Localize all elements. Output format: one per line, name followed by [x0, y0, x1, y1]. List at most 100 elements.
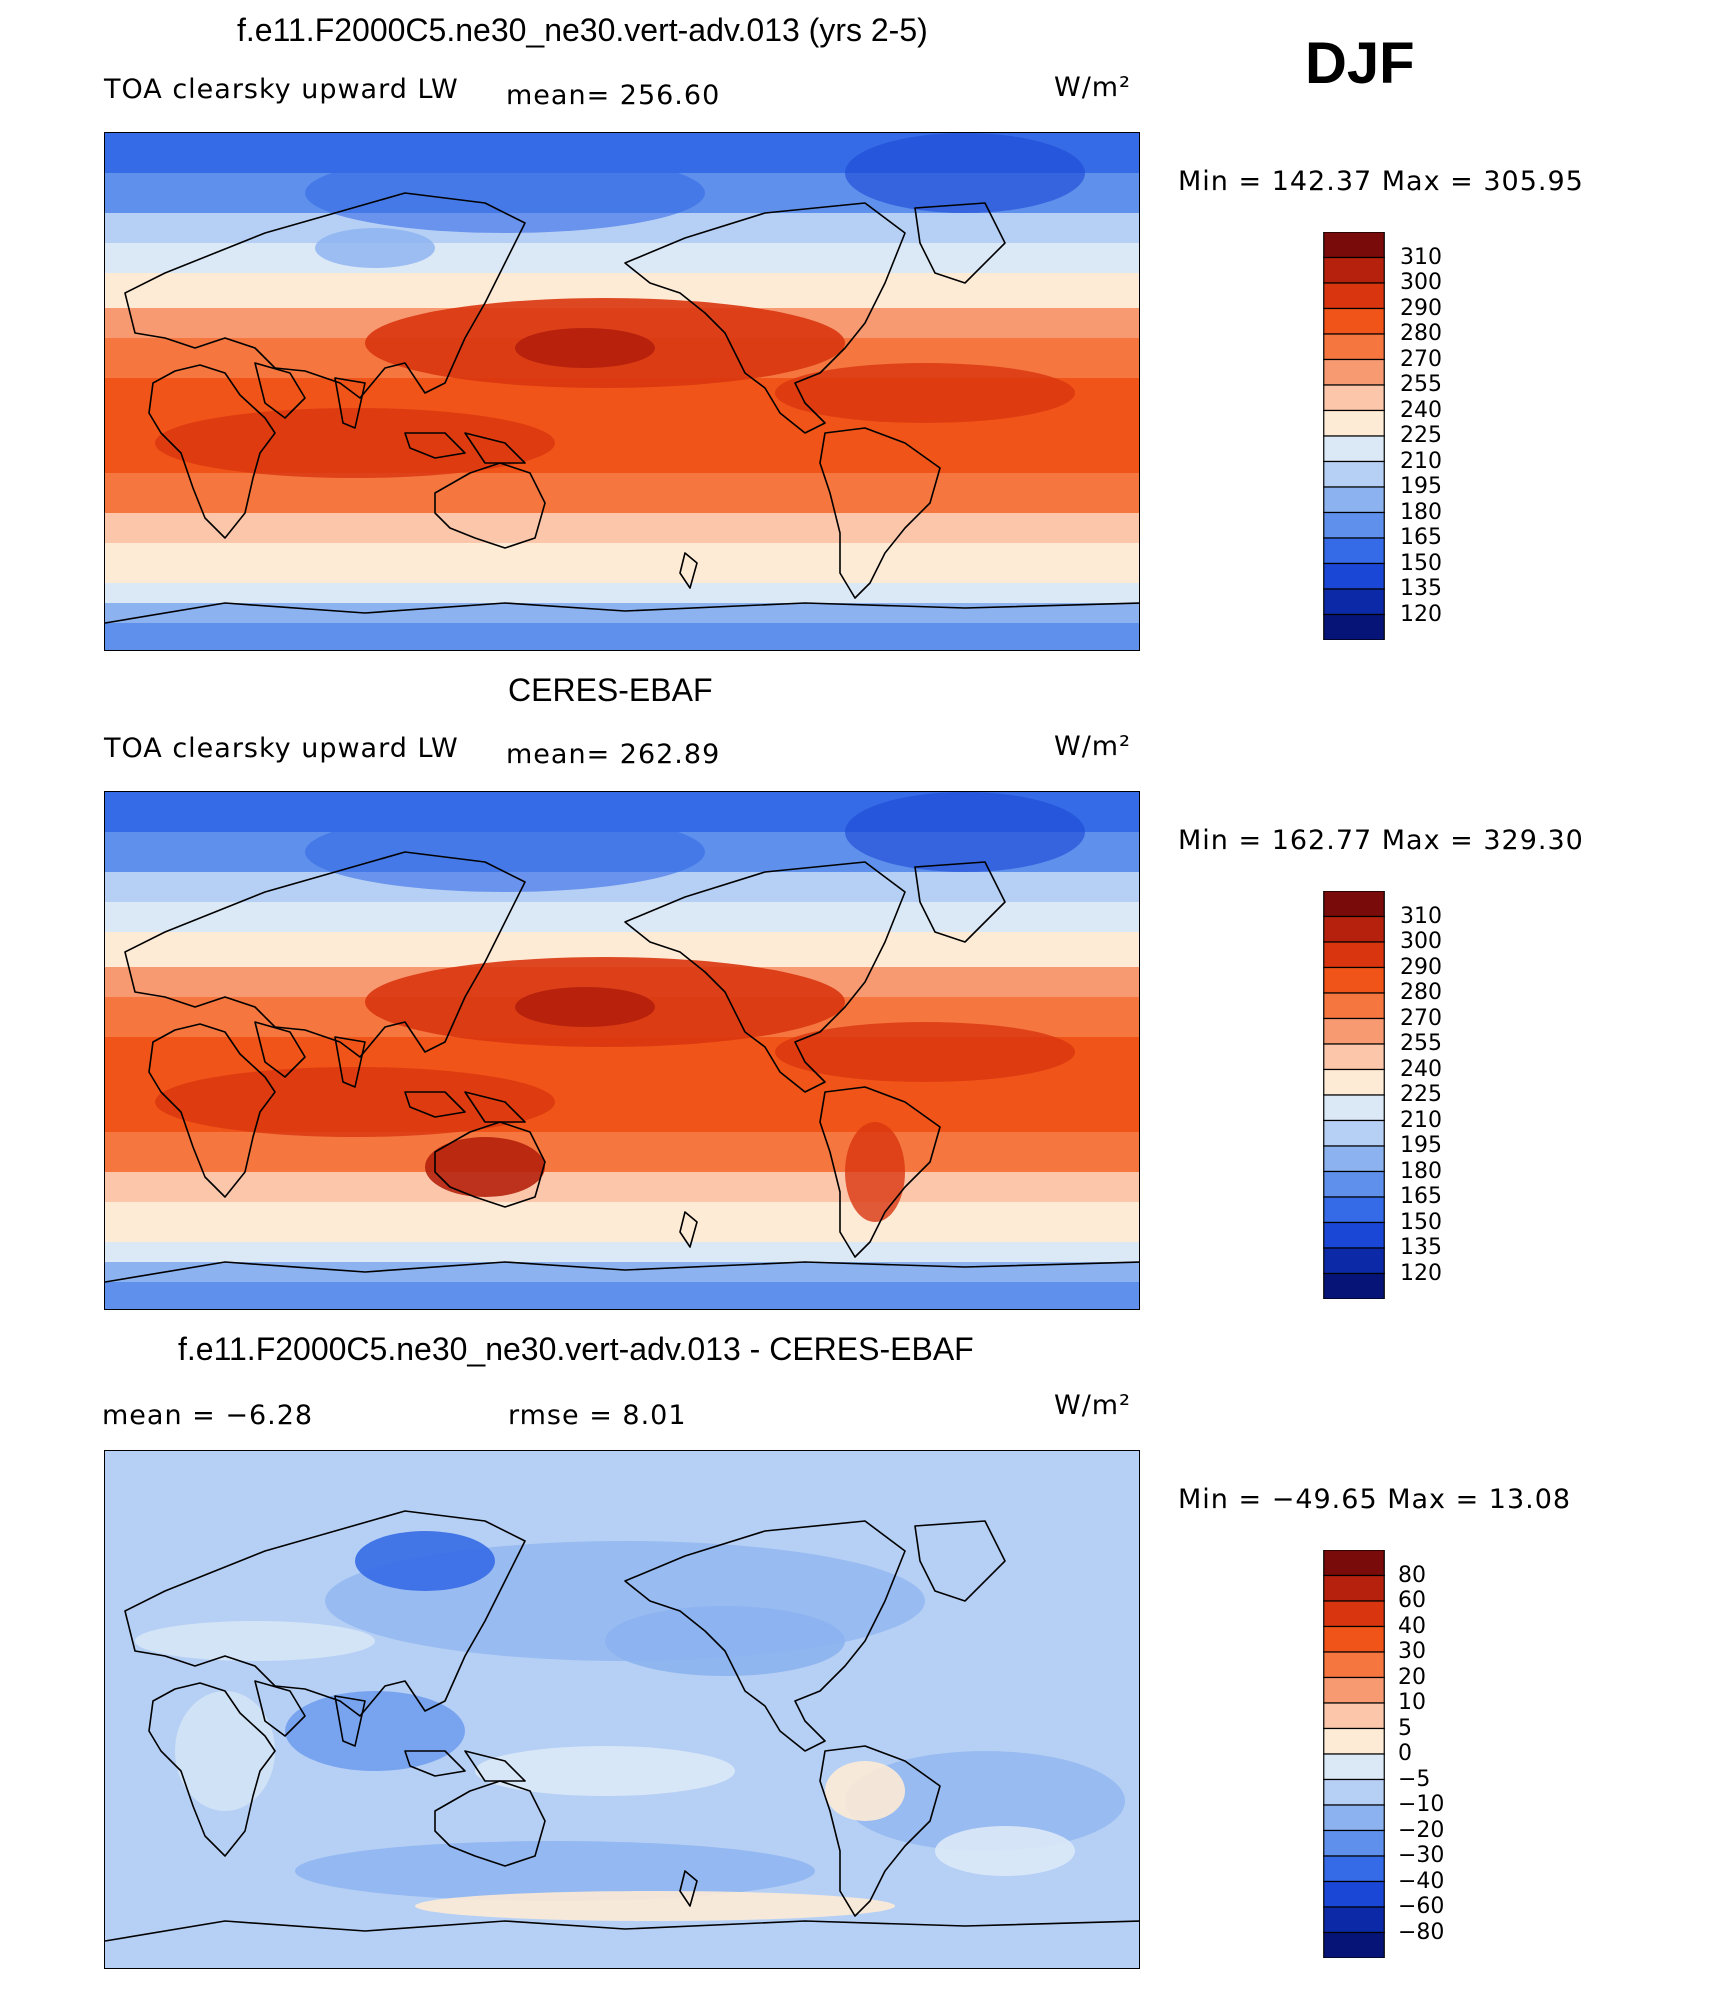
panel1-minmax: Min = 142.37 Max = 305.95	[1178, 166, 1584, 197]
colorbar-tick-label: 60	[1398, 1588, 1426, 1613]
colorbar-box	[1323, 1068, 1385, 1096]
colorbar-box	[1323, 1272, 1385, 1299]
panel3-title: f.e11.F2000C5.ne30_ne30.vert-adv.013 - C…	[178, 1331, 974, 1367]
colorbar-box	[1323, 1221, 1385, 1249]
colorbar-box	[1323, 1170, 1385, 1198]
panel2-variable: TOA clearsky upward LW	[104, 733, 459, 764]
panel1-mean: mean= 256.60	[506, 80, 721, 111]
colorbar-tick-label: 135	[1400, 1235, 1442, 1260]
coastline	[679, 1870, 698, 1907]
colorbar-box	[1323, 1017, 1385, 1045]
coastline	[148, 364, 276, 539]
colorbar-tick-label: 255	[1400, 372, 1442, 397]
coastline	[334, 1695, 366, 1747]
colorbar-box	[1323, 1196, 1385, 1224]
colorbar-tick-label: 290	[1400, 954, 1442, 980]
coastline	[914, 202, 1006, 284]
colorbar-tick-label: 120	[1400, 1260, 1442, 1286]
colorbar-box	[1323, 562, 1385, 590]
panel1-units: W/m²	[1054, 72, 1131, 103]
colorbar-box	[1323, 915, 1385, 943]
coastline	[148, 1023, 276, 1198]
colorbar-tick-label: 280	[1400, 980, 1442, 1005]
coastline	[914, 861, 1006, 943]
colorbar-tick-label: 195	[1400, 1133, 1442, 1158]
colorbar-tick-label: 300	[1400, 929, 1442, 954]
colorbar-box	[1323, 486, 1385, 514]
colorbar-tick-label: 150	[1400, 1209, 1442, 1235]
coastline	[434, 1780, 546, 1867]
colorbar-box	[1323, 333, 1385, 361]
colorbar-tick-label: 310	[1400, 244, 1442, 270]
colorbar-tick-label: 5	[1398, 1715, 1412, 1741]
colorbar-box	[1323, 1600, 1385, 1628]
colorbar-tick-label: 300	[1400, 270, 1442, 295]
colorbar-box	[1323, 891, 1385, 918]
colorbar-tick-label: 120	[1400, 601, 1442, 627]
coastline	[124, 192, 526, 399]
coastline	[624, 1520, 906, 1752]
colorbar-box	[1323, 1727, 1385, 1755]
colorbar-box	[1323, 992, 1385, 1020]
colorbar-tick-label: 270	[1400, 1005, 1442, 1031]
colorbar-tick-label: 270	[1400, 346, 1442, 372]
coastline	[254, 362, 306, 419]
colorbar-box	[1323, 1906, 1385, 1934]
colorbar-tick-label: −10	[1398, 1792, 1445, 1817]
colorbar-tick-label: −30	[1398, 1843, 1445, 1868]
colorbar-box	[1323, 1753, 1385, 1781]
colorbar-tick-label: 20	[1398, 1664, 1426, 1690]
colorbar-tick-label: 150	[1400, 550, 1442, 576]
colorbar-tick-label: −20	[1398, 1817, 1445, 1843]
colorbar-tick-label: 80	[1398, 1562, 1426, 1588]
coastline	[914, 1520, 1006, 1602]
coastline	[679, 1211, 698, 1248]
panel2-minmax: Min = 162.77 Max = 329.30	[1178, 825, 1584, 856]
panel3-units: W/m²	[1054, 1390, 1131, 1421]
panel3-map	[104, 1450, 1140, 1969]
coastline	[464, 1750, 526, 1782]
panel2-colorbar	[1323, 891, 1385, 1299]
colorbar-tick-label: 310	[1400, 903, 1442, 929]
colorbar-tick-label: 180	[1400, 499, 1442, 525]
panel2-title: CERES-EBAF	[508, 672, 713, 708]
colorbar-box	[1323, 1247, 1385, 1275]
colorbar-box	[1323, 232, 1385, 259]
colorbar-box	[1323, 1804, 1385, 1832]
colorbar-tick-label: 195	[1400, 474, 1442, 499]
colorbar-box	[1323, 1880, 1385, 1908]
colorbar-tick-label: −80	[1398, 1919, 1445, 1945]
colorbar-box	[1323, 1829, 1385, 1857]
panel2-map	[104, 791, 1140, 1310]
panel1-variable: TOA clearsky upward LW	[104, 74, 459, 105]
colorbar-tick-label: −5	[1398, 1766, 1431, 1792]
colorbar-tick-label: 280	[1400, 321, 1442, 346]
colorbar-box	[1323, 1778, 1385, 1806]
colorbar-box	[1323, 1651, 1385, 1679]
antarctic-coastline	[105, 1261, 1139, 1283]
coastline	[624, 861, 906, 1093]
colorbar-box	[1323, 966, 1385, 994]
panel2-units: W/m²	[1054, 731, 1131, 762]
colorbar-box	[1323, 1550, 1385, 1577]
season-label: DJF	[1305, 31, 1415, 96]
antarctic-coastline	[105, 1920, 1139, 1942]
colorbar-tick-label: 10	[1398, 1690, 1426, 1715]
colorbar-tick-label: 40	[1398, 1613, 1426, 1639]
colorbar-box	[1323, 282, 1385, 310]
colorbar-box	[1323, 1043, 1385, 1071]
colorbar-tick-label: 240	[1400, 397, 1442, 423]
colorbar-tick-label: 135	[1400, 576, 1442, 601]
panel2-mean: mean= 262.89	[506, 739, 721, 770]
colorbar-box	[1323, 256, 1385, 284]
coastline	[334, 377, 366, 429]
coastline	[819, 1086, 941, 1258]
colorbar-box	[1323, 460, 1385, 488]
panel3-mean: mean = −6.28	[102, 1400, 314, 1431]
colorbar-tick-label: −40	[1398, 1868, 1445, 1894]
panel1-map	[104, 132, 1140, 651]
colorbar-box	[1323, 1676, 1385, 1704]
colorbar-tick-label: 210	[1400, 448, 1442, 474]
coastline	[334, 1036, 366, 1088]
coastline	[124, 851, 526, 1058]
